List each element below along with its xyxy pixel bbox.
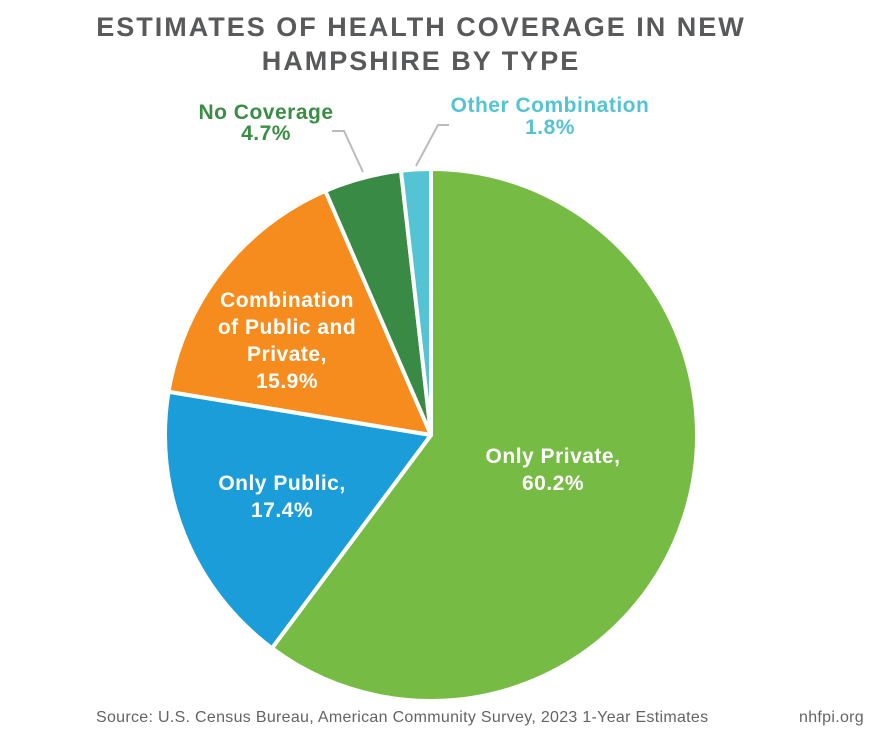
chart-title-line1: ESTIMATES OF HEALTH COVERAGE IN NEW: [96, 12, 746, 42]
chart-title: ESTIMATES OF HEALTH COVERAGE IN NEW HAMP…: [0, 10, 842, 78]
pie-label-only-private-line1: Only Private,: [486, 445, 621, 468]
pie-label-other-combination-line2: 1.8%: [525, 116, 575, 139]
chart-title-line2: HAMPSHIRE BY TYPE: [261, 46, 581, 76]
pie-label-only-public-line2: 17.4%: [251, 499, 313, 522]
leader-line-no-coverage: [332, 130, 364, 173]
pie-label-combination-of-public-and-private-line2: of Public and: [218, 316, 356, 339]
pie-label-no-coverage-line2: 4.7%: [241, 122, 291, 145]
pie-label-combination-of-public-and-private-line4: 15.9%: [256, 370, 318, 393]
pie-label-combination-of-public-and-private-line1: Combination: [220, 289, 354, 312]
pie-slice-only-public[interactable]: [163, 389, 433, 651]
leader-line-other-combination: [415, 124, 449, 167]
pie-label-only-private-line2: 60.2%: [522, 472, 584, 495]
pie-label-other-combination-line1: Other Combination: [451, 94, 650, 117]
pie-slice-only-private[interactable]: [269, 167, 699, 703]
pie-label-only-public-line1: Only Public,: [218, 472, 345, 495]
pie-label-no-coverage-line1: No Coverage: [198, 101, 333, 124]
site-credit: nhfpi.org: [799, 709, 864, 726]
pie-label-combination-of-public-and-private-line3: Private,: [247, 343, 327, 366]
source-note: Source: U.S. Census Bureau, American Com…: [96, 709, 709, 726]
pie-slice-combination-of-public-and-private[interactable]: [166, 188, 433, 437]
pie-slice-other-combination[interactable]: [398, 167, 433, 437]
